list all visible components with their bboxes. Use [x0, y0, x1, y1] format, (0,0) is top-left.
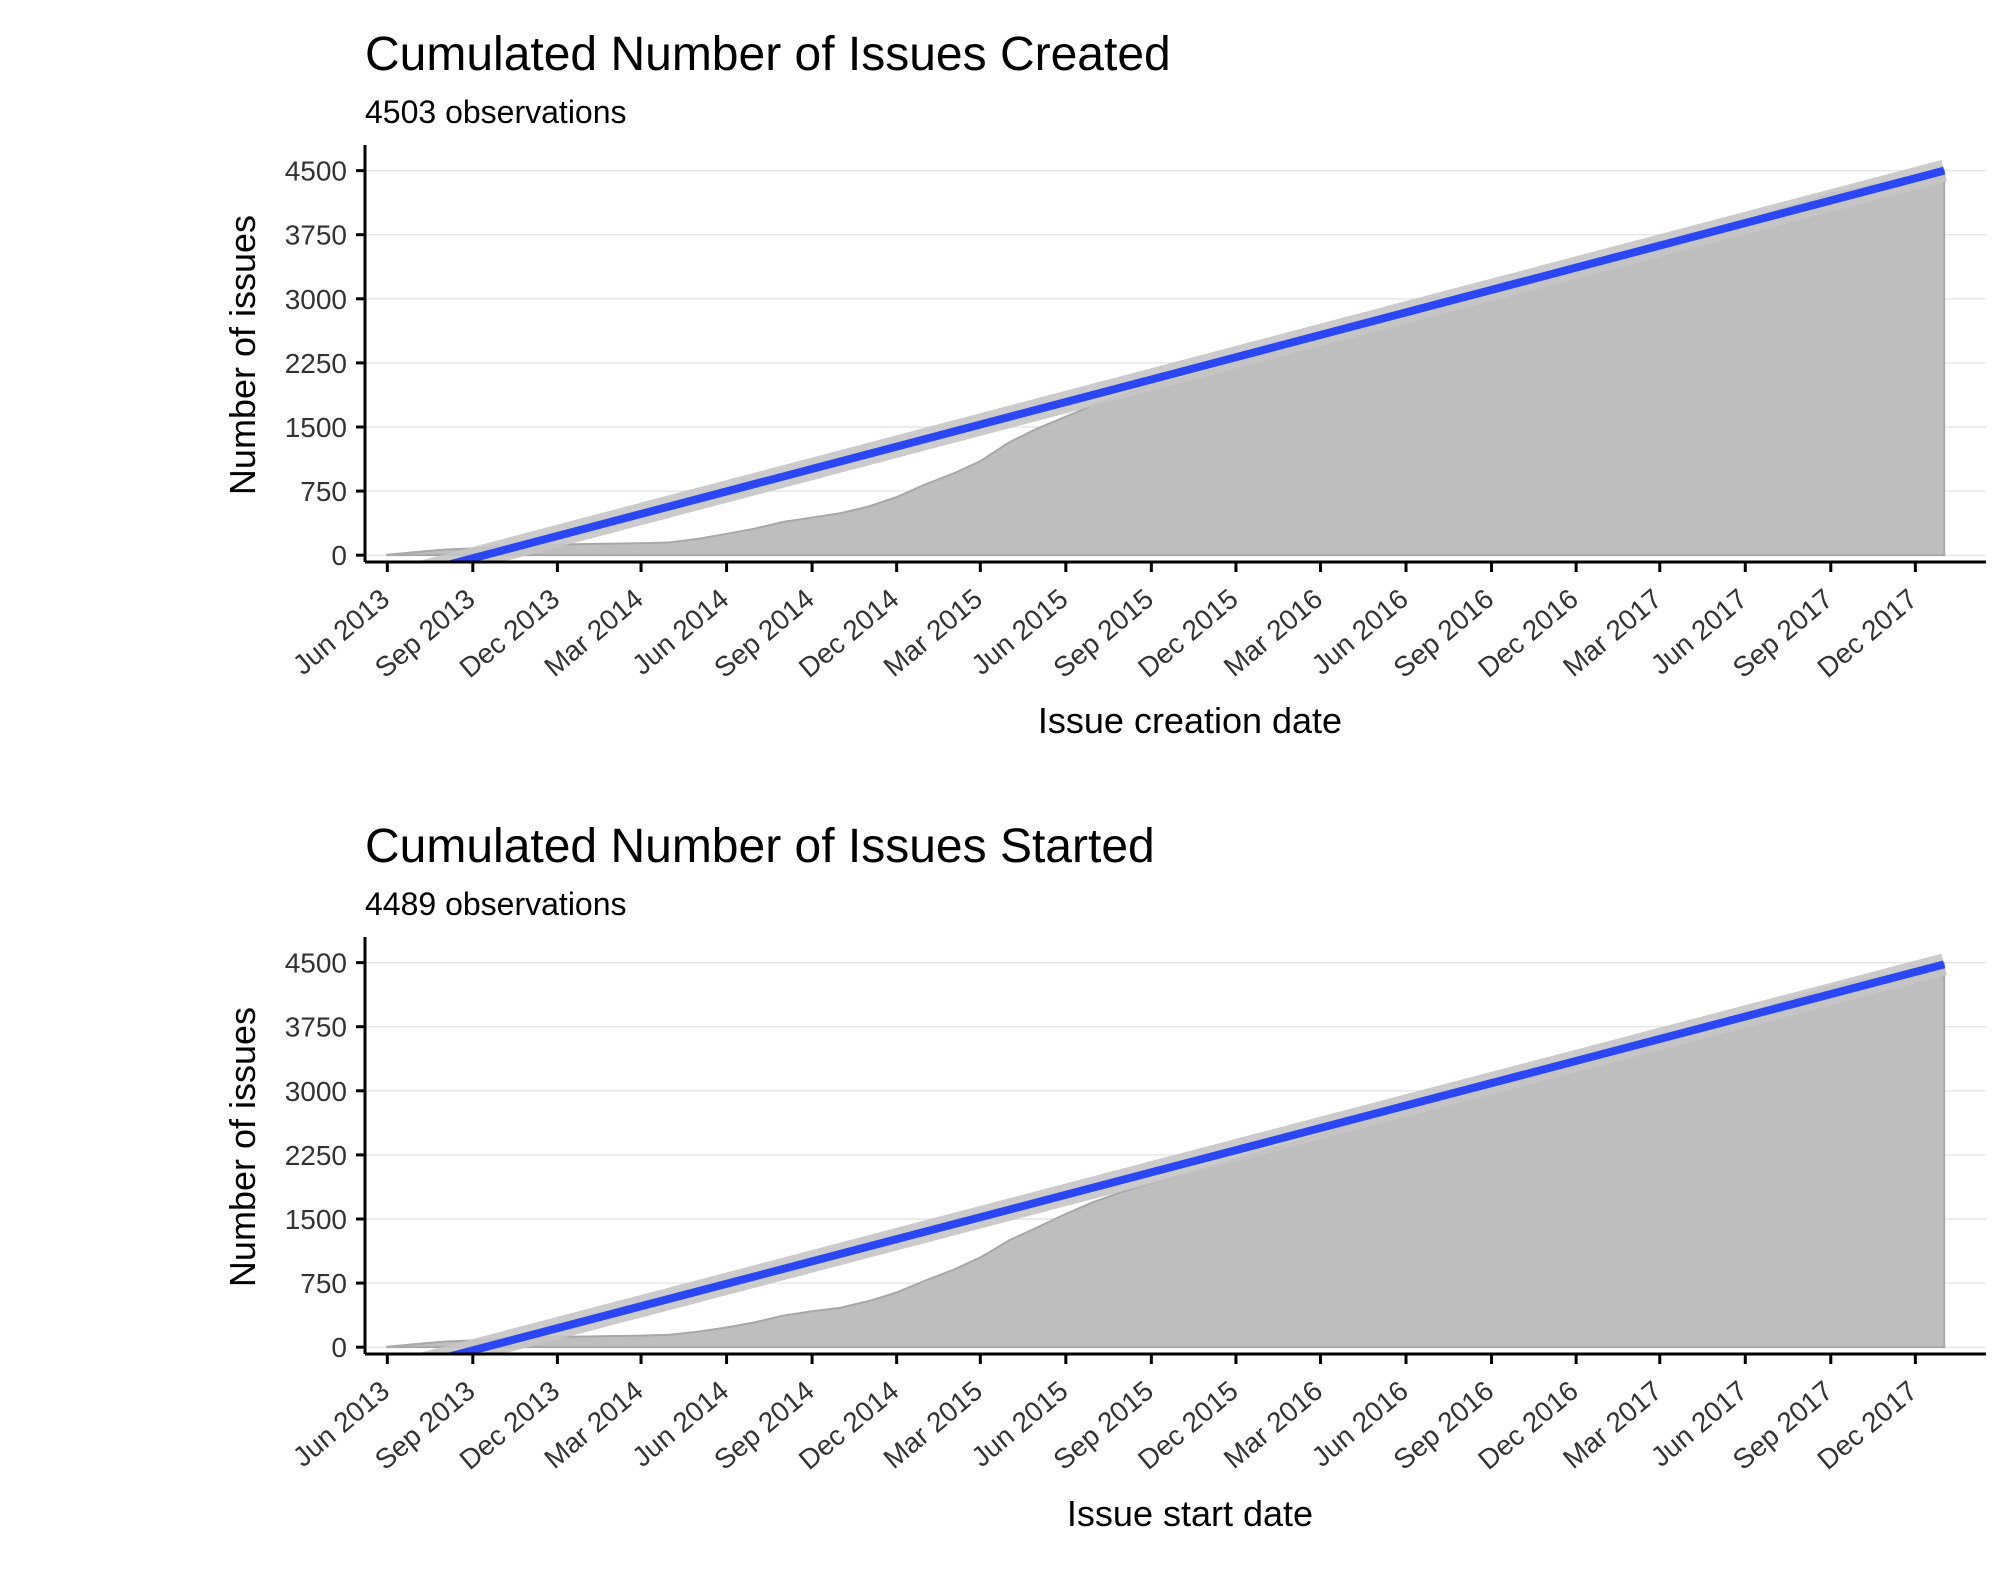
chart-subtitle: 4489 observations: [365, 886, 627, 922]
y-tick-label: 3000: [285, 284, 347, 315]
series-layer: [386, 159, 1947, 562]
y-tick-label: 4500: [285, 156, 347, 187]
y-tick-label: 3000: [285, 1076, 347, 1107]
y-tick-label: 2250: [285, 348, 347, 379]
chart-panel-started: Cumulated Number of Issues Started 4489 …: [222, 820, 1986, 1534]
y-tick-label: 3750: [285, 1012, 347, 1043]
y-axis-title: Number of issues: [222, 215, 263, 495]
y-axis-title: Number of issues: [222, 1007, 263, 1287]
chart-panel-created: Cumulated Number of Issues Created 4503 …: [222, 28, 1986, 741]
x-axis-title: Issue start date: [1067, 1493, 1313, 1534]
chart-title: Cumulated Number of Issues Started: [365, 820, 1155, 873]
series-layer: [386, 953, 1947, 1354]
chart-subtitle: 4503 observations: [365, 94, 627, 130]
y-tick-label: 2250: [285, 1140, 347, 1171]
chart-title: Cumulated Number of Issues Created: [365, 28, 1171, 81]
y-tick-label: 4500: [285, 948, 347, 979]
y-tick-label: 0: [331, 1332, 347, 1363]
y-tick-label: 1500: [285, 412, 347, 443]
trend-line: [442, 166, 1946, 562]
y-tick-label: 1500: [285, 1204, 347, 1235]
y-tick-label: 750: [300, 1268, 347, 1299]
y-tick-label: 750: [300, 476, 347, 507]
y-tick-label: 3750: [285, 220, 347, 251]
y-tick-label: 0: [331, 540, 347, 571]
trend-line: [443, 960, 1946, 1354]
x-axis-title: Issue creation date: [1038, 700, 1342, 741]
